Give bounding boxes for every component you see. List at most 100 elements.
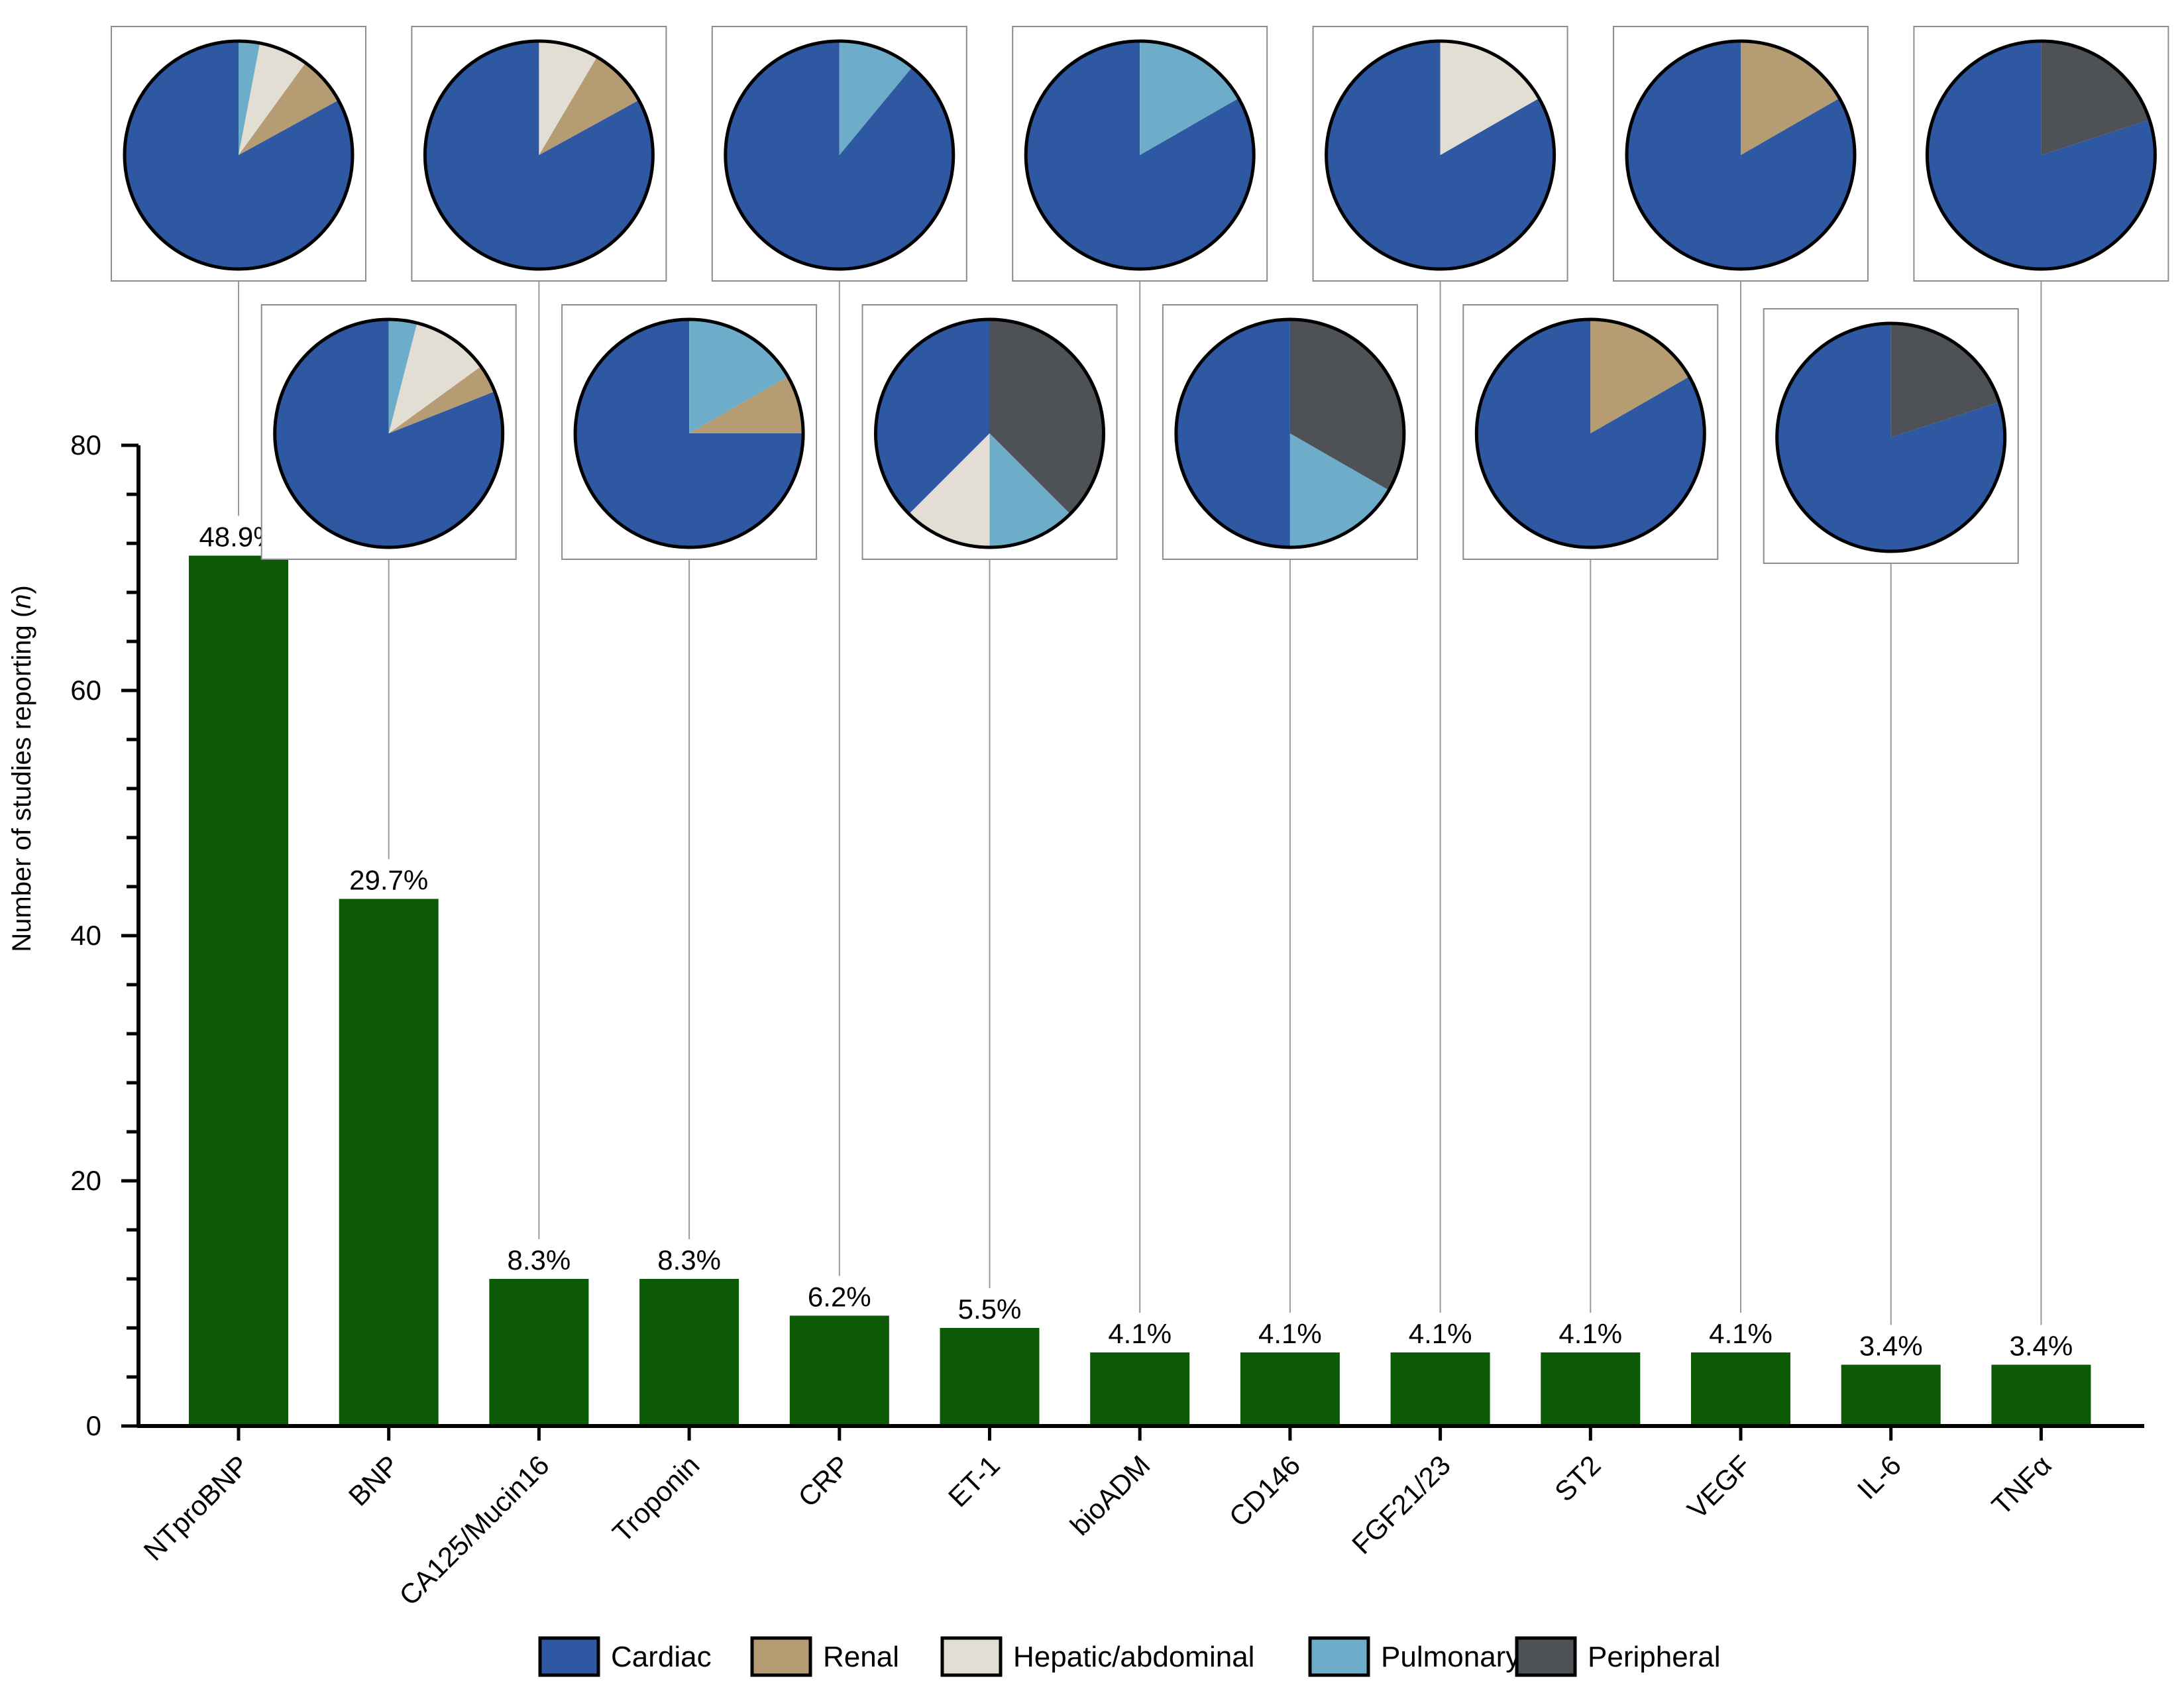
pie-outline-1 <box>273 317 505 549</box>
pie-outline-2 <box>423 39 655 271</box>
pie-outline-5 <box>874 317 1105 549</box>
y-axis-title-unit: n <box>7 594 36 609</box>
pie-1-slice-pulmonary <box>388 319 417 433</box>
x-tick-label-1: BNP <box>343 1449 405 1511</box>
legend-swatch-peripheral <box>1515 1636 1577 1677</box>
pie-11-slice-peripheral <box>1890 323 2000 437</box>
bar-6 <box>1090 1352 1190 1426</box>
legend-label-pulmonary: Pulmonary <box>1381 1641 1520 1673</box>
bar-percent-label-7: 4.1% <box>1258 1318 1322 1349</box>
bar-2 <box>489 1279 589 1426</box>
x-tick-label-12: TNFα <box>1986 1449 2057 1521</box>
pie-outline-4 <box>724 39 956 271</box>
pie-2-slice-hepatic <box>539 41 597 155</box>
legend-label-cardiac: Cardiac <box>611 1641 712 1673</box>
bar-11 <box>1841 1364 1941 1426</box>
pie-outline-9 <box>1474 317 1706 549</box>
pie-8-slice-cardiac <box>1326 41 1555 269</box>
bar-percent-label-6: 4.1% <box>1108 1318 1172 1349</box>
bar-percent-label-8: 4.1% <box>1409 1318 1472 1349</box>
pie-4-slice-pulmonary <box>839 41 912 155</box>
bars <box>189 555 2091 1426</box>
bar-0 <box>189 555 288 1426</box>
pie-11-slice-cardiac <box>1776 323 2005 551</box>
legend: Cardiac Renal Hepatic/abdominal Pulmonary Pe… <box>538 1636 1721 1677</box>
pie-1-slice-cardiac <box>274 319 503 547</box>
y-axis-title-text: Number of studies reporting <box>7 625 36 952</box>
legend-label-peripheral: Peripheral <box>1588 1641 1721 1673</box>
pie-outline-11 <box>1775 321 2007 553</box>
pie-0-slice-hepatic <box>239 43 306 155</box>
pie-outline-0 <box>123 39 355 271</box>
pie-outline-12 <box>1925 39 2157 271</box>
legend-swatch-pulmonary <box>1308 1636 1370 1677</box>
y-tick-label-60: 60 <box>70 675 101 706</box>
legend-swatch-renal <box>750 1636 812 1677</box>
bar-1 <box>339 899 439 1426</box>
y-tick-label-40: 40 <box>70 920 101 951</box>
pie-outline-10 <box>1625 39 1857 271</box>
pie-0-slice-cardiac <box>125 41 353 269</box>
x-tick-label-11: IL-6 <box>1851 1449 1907 1505</box>
pie-5-slice-pulmonary <box>989 433 1071 547</box>
pie-6-slice-cardiac <box>1026 41 1254 269</box>
axes: 0 20 40 60 80 <box>70 429 2144 1441</box>
bar-percent-label-11: 3.4% <box>1859 1331 1923 1362</box>
pie-3-slice-renal <box>689 376 804 433</box>
pie-outline-8 <box>1325 39 1556 271</box>
pie-5-slice-cardiac <box>875 319 990 514</box>
pie-outline-7 <box>1174 317 1406 549</box>
pie-5-slice-hepatic <box>908 433 990 547</box>
bar-percent-label-3: 8.3% <box>657 1244 721 1276</box>
pie-9-slice-cardiac <box>1476 319 1705 547</box>
x-tick-label-8: FGF21/23 <box>1346 1449 1456 1560</box>
x-tick-label-2: CA125/Mucin16 <box>393 1449 555 1612</box>
x-tick-label-9: ST2 <box>1549 1449 1607 1508</box>
bar-percent-label-9: 4.1% <box>1558 1318 1622 1349</box>
connector-lines <box>238 281 2042 1325</box>
x-tick-label-6: bioADM <box>1064 1449 1156 1541</box>
legend-label-renal: Renal <box>823 1641 899 1673</box>
x-tick-label-3: Troponin <box>606 1449 705 1548</box>
y-axis-title: Number of studies reporting (n) <box>7 585 36 952</box>
bar-percent-label-1: 29.7% <box>349 865 428 896</box>
pie-1-slice-hepatic <box>388 323 481 433</box>
bar-4 <box>789 1315 889 1426</box>
legend-swatch-hepatic <box>940 1636 1003 1677</box>
y-tick-label-0: 0 <box>86 1410 101 1441</box>
pie-1-slice-renal <box>388 366 495 433</box>
pie-5-slice-peripheral <box>989 319 1104 514</box>
x-tick-label-7: CD146 <box>1223 1449 1307 1533</box>
pie-2-slice-renal <box>539 56 639 156</box>
bar-percent-label-10: 4.1% <box>1709 1318 1773 1349</box>
x-tick-label-5: ET-1 <box>942 1449 1006 1513</box>
legend-label-hepatic: Hepatic/abdominal <box>1013 1641 1254 1673</box>
legend-swatch-cardiac <box>538 1636 600 1677</box>
pie-4-slice-cardiac <box>725 41 954 269</box>
pie-outline-6 <box>1024 39 1256 271</box>
y-tick-label-20: 20 <box>70 1165 101 1196</box>
bar-9 <box>1541 1352 1641 1426</box>
y-tick-label-80: 80 <box>70 429 101 461</box>
bar-percent-label-4: 6.2% <box>808 1282 871 1313</box>
bar-percent-label-12: 3.4% <box>2010 1331 2073 1362</box>
bar-7 <box>1240 1352 1340 1426</box>
bar-12 <box>1991 1364 2091 1426</box>
percent-labels: 48.9%29.7%8.3% 8.3%6.2% 5.5%4.1% 4.1% 4.1% 4.… <box>199 521 2073 1362</box>
pie-insets <box>111 26 2169 564</box>
bar-8 <box>1390 1352 1490 1426</box>
pie-0-slice-renal <box>239 62 339 155</box>
x-tick-label-0: NTproBNP <box>138 1449 255 1566</box>
pie-12-slice-peripheral <box>2041 41 2150 155</box>
bar-10 <box>1691 1352 1790 1426</box>
bar-percent-label-2: 8.3% <box>508 1244 571 1276</box>
pie-7-slice-peripheral <box>1289 319 1404 490</box>
pie-0-slice-pulmonary <box>239 41 260 155</box>
x-tick-label-4: CRP <box>792 1449 855 1513</box>
bar-3 <box>639 1279 739 1426</box>
bar-percent-label-5: 5.5% <box>958 1293 1022 1325</box>
pie-outline-3 <box>573 317 805 549</box>
